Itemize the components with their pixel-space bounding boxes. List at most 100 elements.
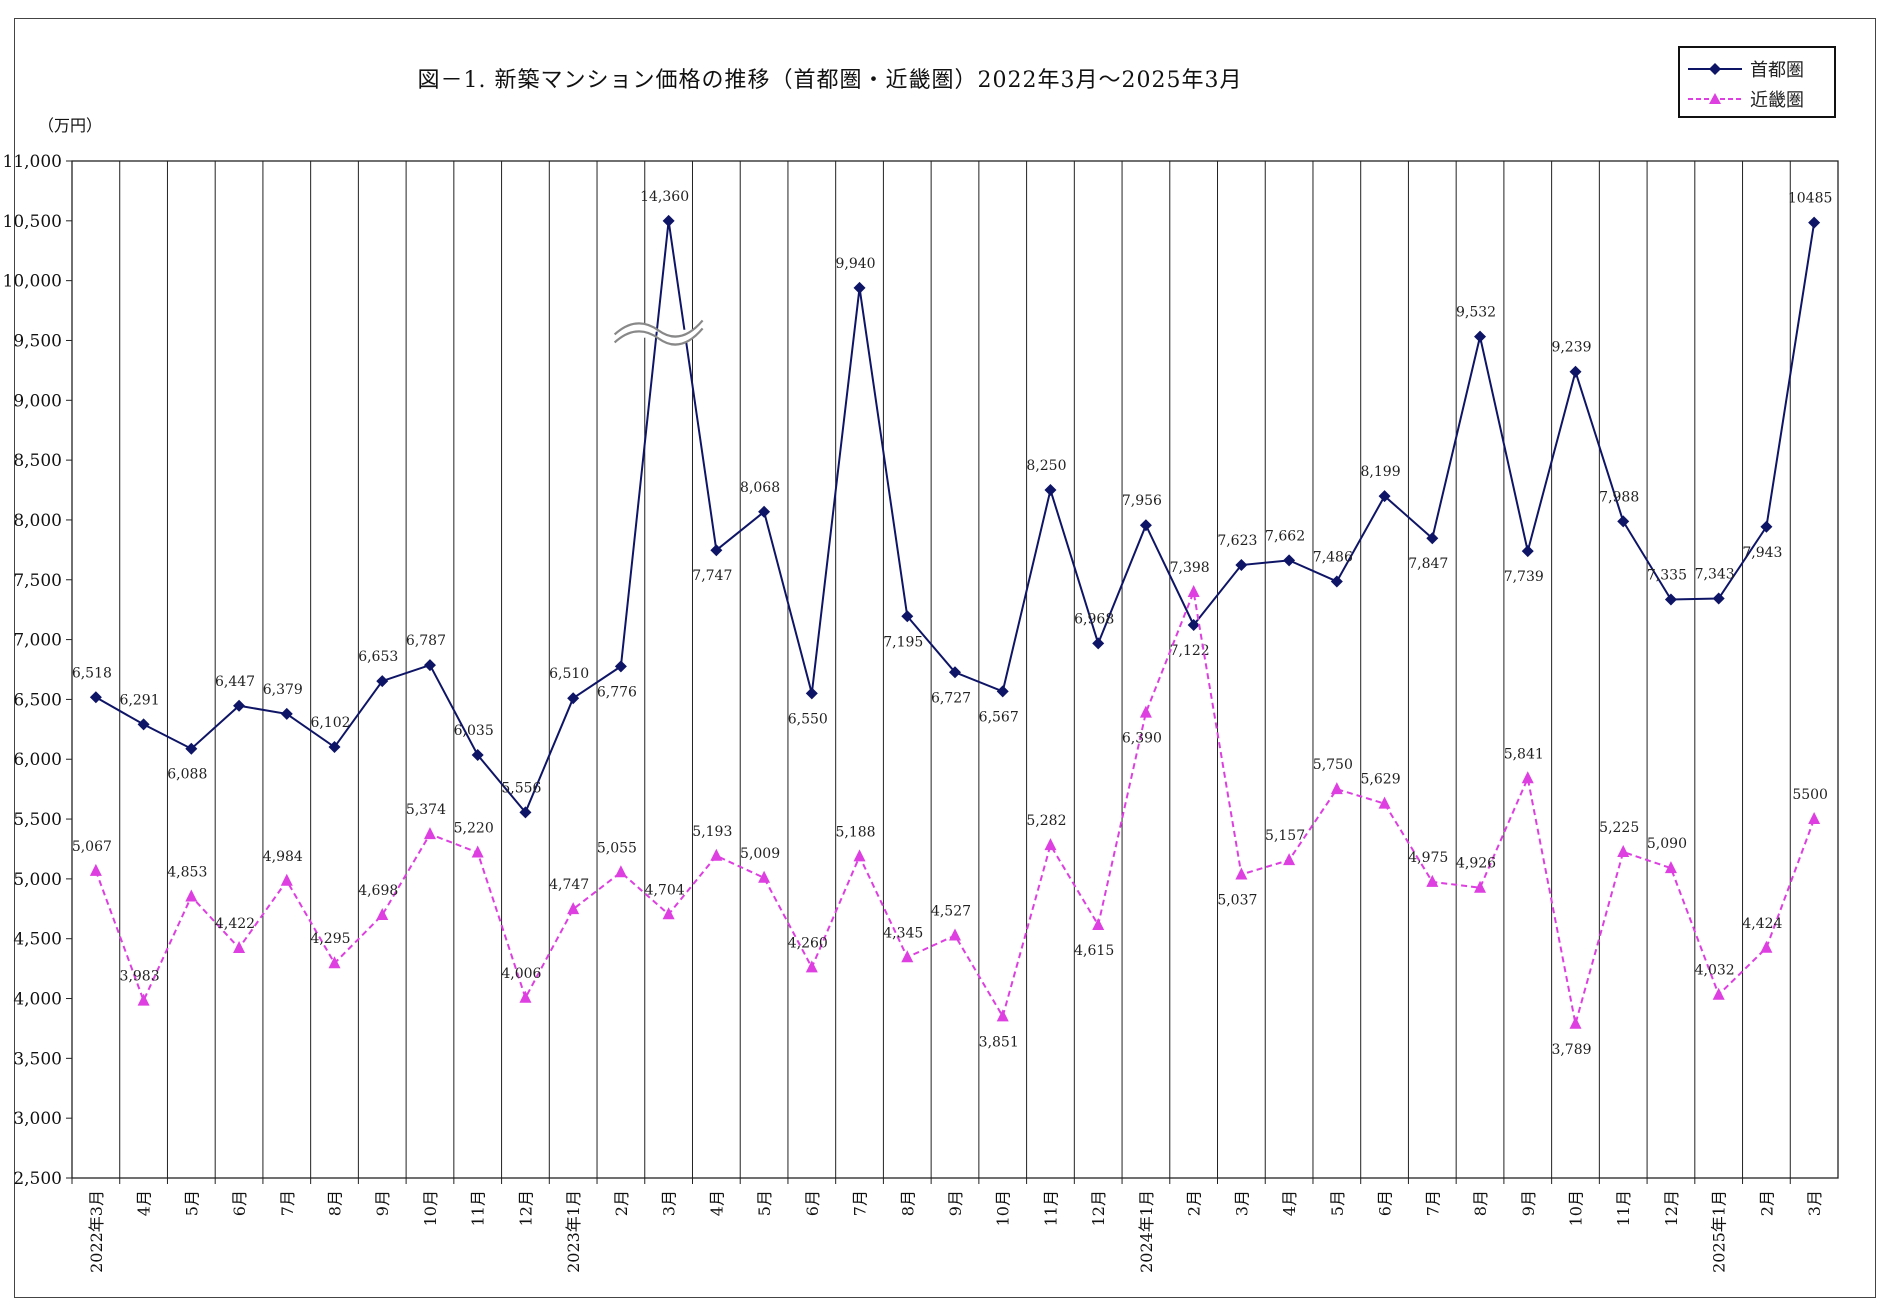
data-label: 6,518 bbox=[72, 665, 112, 681]
data-label: 7,195 bbox=[883, 634, 923, 650]
data-label: 6,567 bbox=[979, 709, 1019, 725]
series-line-0 bbox=[95, 220, 1816, 815]
data-label: 5,225 bbox=[1599, 820, 1639, 836]
data-label: 6,390 bbox=[1122, 731, 1162, 747]
data-label: 5,090 bbox=[1647, 836, 1687, 852]
y-axis-unit-label: （万円） bbox=[38, 116, 103, 135]
x-tick-label: 3月 bbox=[660, 1190, 679, 1216]
data-label: 6,088 bbox=[167, 767, 207, 783]
data-point-diamond bbox=[233, 699, 246, 712]
data-label: 4,295 bbox=[310, 931, 350, 947]
x-tick-label: 7月 bbox=[278, 1190, 297, 1216]
data-label: 5,037 bbox=[1217, 892, 1257, 908]
data-label: 10485 bbox=[1788, 191, 1833, 207]
x-tick-label: 8月 bbox=[326, 1190, 345, 1216]
data-point-triangle bbox=[996, 1009, 1009, 1022]
data-point-diamond bbox=[567, 692, 580, 705]
x-tick-label: 9月 bbox=[373, 1190, 392, 1216]
data-point-diamond bbox=[1044, 484, 1057, 497]
y-tick-label: 2,500 bbox=[13, 1169, 62, 1189]
data-label: 9,239 bbox=[1551, 340, 1591, 356]
data-label: 6,653 bbox=[358, 649, 398, 665]
x-tick-label: 12月 bbox=[516, 1190, 535, 1226]
y-tick-label: 9,500 bbox=[13, 331, 62, 351]
data-label: 6,968 bbox=[1074, 611, 1114, 627]
data-label: 6,787 bbox=[406, 633, 446, 649]
data-point-diamond bbox=[1617, 515, 1630, 528]
x-tick-label: 2022年3月 bbox=[87, 1190, 106, 1273]
data-label: 4,424 bbox=[1742, 916, 1782, 932]
x-tick-label: 3月 bbox=[1805, 1190, 1824, 1216]
x-tick-label: 8月 bbox=[898, 1190, 917, 1216]
data-label: 5,009 bbox=[740, 846, 780, 862]
data-point-triangle bbox=[185, 889, 198, 902]
data-point-diamond bbox=[471, 749, 484, 762]
data-label: 3,851 bbox=[979, 1034, 1019, 1050]
data-label: 7,398 bbox=[1170, 560, 1210, 576]
data-label: 4,422 bbox=[215, 916, 255, 932]
data-label: 4,698 bbox=[358, 883, 398, 899]
data-label: 5,841 bbox=[1504, 746, 1544, 762]
x-tick-label: 12月 bbox=[1662, 1190, 1681, 1226]
data-point-triangle bbox=[853, 849, 866, 862]
axis-break-fill bbox=[614, 320, 703, 345]
data-label: 4,527 bbox=[931, 903, 971, 919]
data-label: 8,250 bbox=[1026, 458, 1066, 474]
data-label: 7,623 bbox=[1217, 533, 1257, 549]
x-tick-label: 6月 bbox=[230, 1190, 249, 1216]
x-tick-label: 5月 bbox=[182, 1190, 201, 1216]
data-label: 7,343 bbox=[1695, 567, 1735, 583]
data-point-triangle bbox=[376, 908, 389, 921]
data-point-diamond bbox=[1808, 216, 1821, 229]
data-point-triangle bbox=[1664, 861, 1677, 874]
data-label: 5,556 bbox=[501, 780, 541, 796]
x-tick-label: 9月 bbox=[946, 1190, 965, 1216]
data-point-triangle bbox=[1617, 844, 1630, 857]
data-label: 14,360 bbox=[640, 189, 689, 205]
x-tick-label: 2月 bbox=[1185, 1190, 1204, 1216]
data-point-diamond bbox=[89, 691, 102, 704]
data-point-triangle bbox=[901, 950, 914, 963]
y-tick-label: 10,000 bbox=[3, 272, 62, 292]
x-tick-label: 11月 bbox=[1041, 1190, 1060, 1226]
data-point-diamond bbox=[710, 544, 723, 557]
data-label: 4,975 bbox=[1408, 850, 1448, 866]
data-point-diamond bbox=[1474, 330, 1487, 343]
x-tick-label: 9月 bbox=[1519, 1190, 1538, 1216]
data-label: 3,789 bbox=[1551, 1042, 1591, 1058]
data-label: 4,747 bbox=[549, 877, 589, 893]
data-point-diamond bbox=[1569, 365, 1582, 378]
data-point-triangle bbox=[1808, 812, 1821, 825]
data-label: 7,335 bbox=[1647, 568, 1687, 584]
x-tick-label: 2024年1月 bbox=[1137, 1190, 1156, 1273]
data-label: 4,006 bbox=[501, 966, 541, 982]
data-point-triangle bbox=[471, 845, 484, 858]
y-tick-label: 7,500 bbox=[13, 571, 62, 591]
data-point-triangle bbox=[1187, 584, 1200, 597]
y-tick-label: 10,500 bbox=[3, 212, 62, 232]
y-tick-label: 8,500 bbox=[13, 451, 62, 471]
data-label: 4,926 bbox=[1456, 856, 1496, 872]
x-tick-label: 7月 bbox=[1423, 1190, 1442, 1216]
data-label: 6,776 bbox=[597, 684, 637, 700]
x-tick-label: 11月 bbox=[469, 1190, 488, 1226]
data-point-diamond bbox=[1521, 545, 1534, 558]
data-label: 8,068 bbox=[740, 480, 780, 496]
data-point-diamond bbox=[137, 718, 150, 731]
axis-break-line bbox=[613, 327, 704, 346]
data-label: 7,956 bbox=[1122, 493, 1162, 509]
data-label: 5,629 bbox=[1361, 772, 1401, 788]
x-tick-label: 2月 bbox=[1757, 1190, 1776, 1216]
x-tick-label: 5月 bbox=[755, 1190, 774, 1216]
data-point-triangle bbox=[89, 863, 102, 876]
data-label: 7,988 bbox=[1599, 489, 1639, 505]
legend-swatch-diamond bbox=[1688, 63, 1742, 75]
data-label: 5,157 bbox=[1265, 828, 1305, 844]
data-label: 4,032 bbox=[1695, 963, 1735, 979]
data-label: 5,055 bbox=[597, 840, 637, 856]
legend-label-shutoken: 首都圏 bbox=[1750, 60, 1804, 81]
data-label: 6,727 bbox=[931, 690, 971, 706]
data-point-diamond bbox=[1664, 593, 1677, 606]
x-tick-label: 5月 bbox=[1328, 1190, 1347, 1216]
data-point-diamond bbox=[519, 806, 532, 819]
